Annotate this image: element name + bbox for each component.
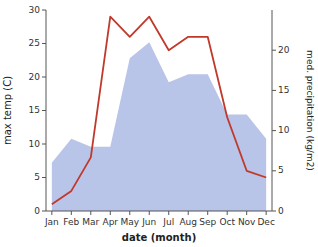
x-tick-label: Oct (219, 217, 235, 227)
x-tick (110, 211, 111, 215)
y-tick (42, 177, 46, 178)
line (52, 17, 266, 205)
y-tick-label: 0 (34, 206, 40, 216)
x-tick-label: Sep (199, 217, 216, 227)
y2-axis-label: med. precipitation (kg/m2) (305, 50, 315, 171)
x-tick-label: Apr (103, 217, 119, 227)
y2-axis-line (272, 10, 273, 211)
plot-area (52, 17, 266, 211)
x-tick-label: Feb (63, 217, 79, 227)
y-tick-label: 10 (29, 139, 41, 149)
chart: 0 5 10 15 20 25 30 0 5 10 15 20 Jan FebMar AprMayJun Ju… (0, 0, 318, 247)
x-tick (90, 211, 91, 215)
y-tick-label: 20 (29, 72, 41, 82)
x-tick (149, 211, 150, 215)
x-tick (246, 211, 247, 215)
y2-tick (272, 211, 276, 212)
y-tick-label: 15 (29, 105, 40, 115)
y2-tick (272, 90, 276, 91)
y2-tick-label: 10 (278, 125, 290, 135)
y2-tick (272, 170, 276, 171)
x-axis-line (46, 211, 272, 212)
x-tick-label: Jan (44, 217, 59, 227)
y-axis-label: max temp (C) (2, 76, 13, 145)
x-tick (188, 211, 189, 215)
y2-tick-label: 0 (278, 206, 284, 216)
x-tick-label: Nov (238, 217, 256, 227)
y-tick-label: 30 (29, 5, 41, 15)
x-tick (129, 211, 130, 215)
chart-container: 0 5 10 15 20 25 30 0 5 10 15 20 Jan FebMar AprMayJun Ju… (0, 0, 318, 247)
y-tick (42, 77, 46, 78)
y-tick-label: 25 (29, 38, 40, 48)
x-tick (227, 211, 228, 215)
y2-tick-label: 5 (278, 165, 284, 175)
x-tick-label: Jul (162, 217, 174, 227)
y2-tick (272, 130, 276, 131)
x-tick (207, 211, 208, 215)
y-tick (42, 211, 46, 212)
x-tick (51, 211, 52, 215)
y2-tick-label: 20 (278, 45, 290, 55)
x-tick (266, 211, 267, 215)
area (52, 42, 266, 211)
x-tick-label: Aug (179, 217, 197, 227)
x-tick-label: Mar (82, 217, 99, 227)
y-tick (42, 144, 46, 145)
x-tick (71, 211, 72, 215)
y-tick-label: 5 (34, 172, 40, 182)
y2-tick (272, 50, 276, 51)
x-tick-label: Jun (141, 217, 156, 227)
x-tick (168, 211, 169, 215)
y-tick (42, 10, 46, 11)
x-tick-label: May (120, 217, 139, 227)
x-tick-label: Dec (257, 217, 274, 227)
x-axis-label: date (month) (122, 232, 196, 243)
y-tick (42, 43, 46, 44)
y2-tick-label: 15 (278, 85, 289, 95)
y-tick (42, 110, 46, 111)
